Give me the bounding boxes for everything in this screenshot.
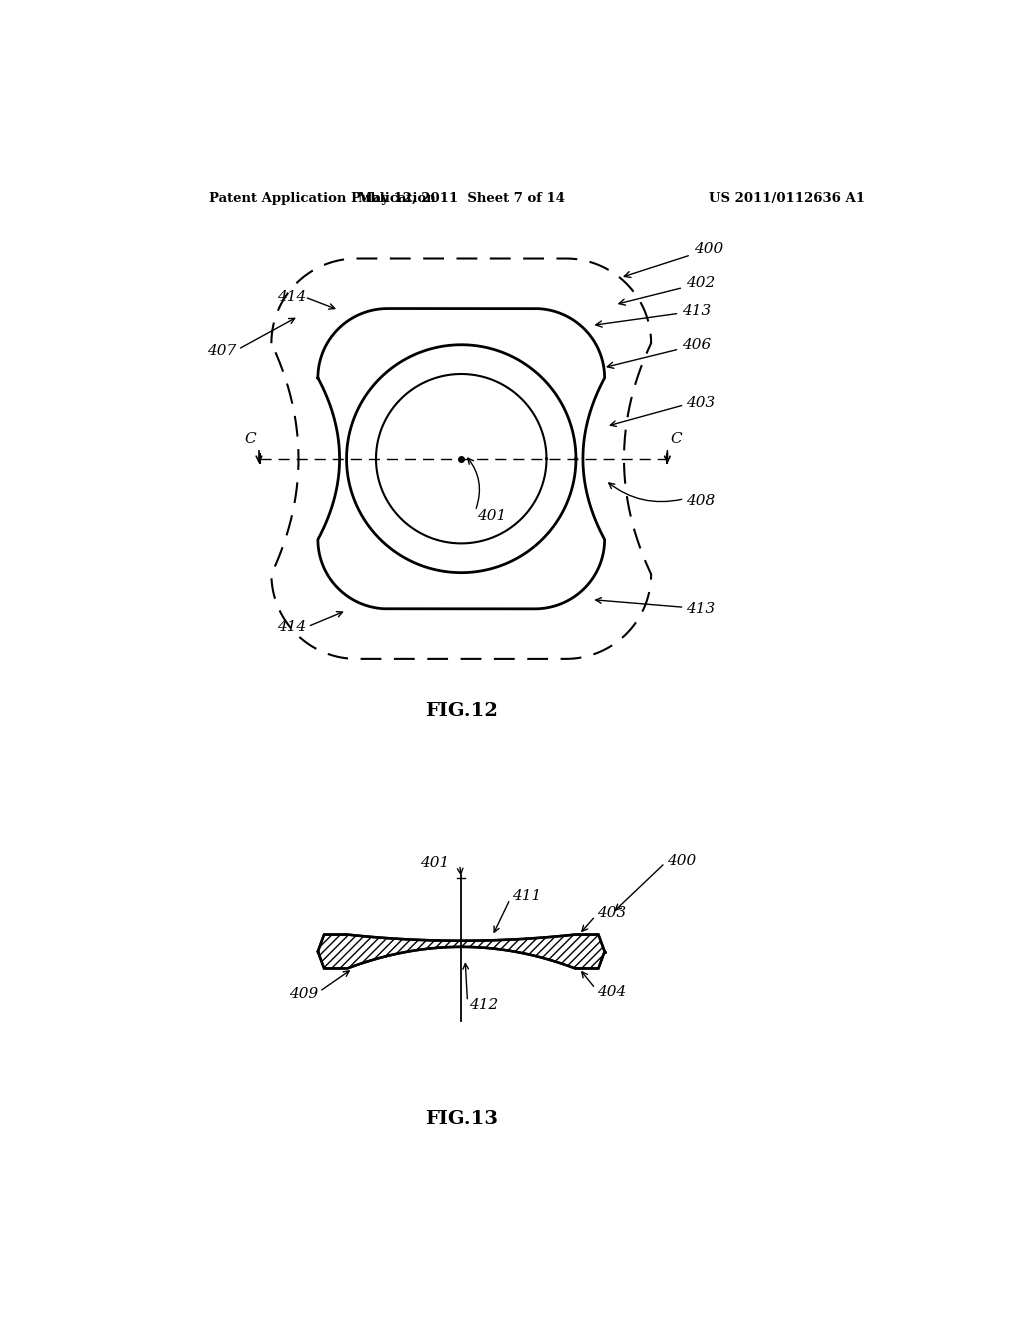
Text: 412: 412 xyxy=(469,998,499,1012)
Text: 403: 403 xyxy=(686,396,715,411)
Text: Patent Application Publication: Patent Application Publication xyxy=(209,191,436,205)
Text: 414: 414 xyxy=(278,619,306,634)
Text: 400: 400 xyxy=(667,854,696,867)
Text: 403: 403 xyxy=(597,906,626,920)
Text: 413: 413 xyxy=(686,602,715,616)
Text: 401: 401 xyxy=(477,510,506,524)
Text: May 12, 2011  Sheet 7 of 14: May 12, 2011 Sheet 7 of 14 xyxy=(357,191,565,205)
Text: FIG.12: FIG.12 xyxy=(425,702,498,721)
Text: 406: 406 xyxy=(607,338,712,368)
Text: 407: 407 xyxy=(207,345,237,358)
Text: 400: 400 xyxy=(625,243,723,277)
Text: 411: 411 xyxy=(512,890,541,903)
Polygon shape xyxy=(317,935,604,969)
Text: 401: 401 xyxy=(421,855,450,870)
Text: US 2011/0112636 A1: US 2011/0112636 A1 xyxy=(710,191,865,205)
Text: 413: 413 xyxy=(596,304,712,327)
Text: 409: 409 xyxy=(289,987,317,1001)
Text: 402: 402 xyxy=(618,276,715,305)
Text: FIG.13: FIG.13 xyxy=(425,1110,498,1129)
Text: 408: 408 xyxy=(686,494,715,508)
Text: 414: 414 xyxy=(278,290,306,304)
Text: C: C xyxy=(245,433,256,446)
Text: 404: 404 xyxy=(597,985,626,998)
Text: C: C xyxy=(671,433,682,446)
